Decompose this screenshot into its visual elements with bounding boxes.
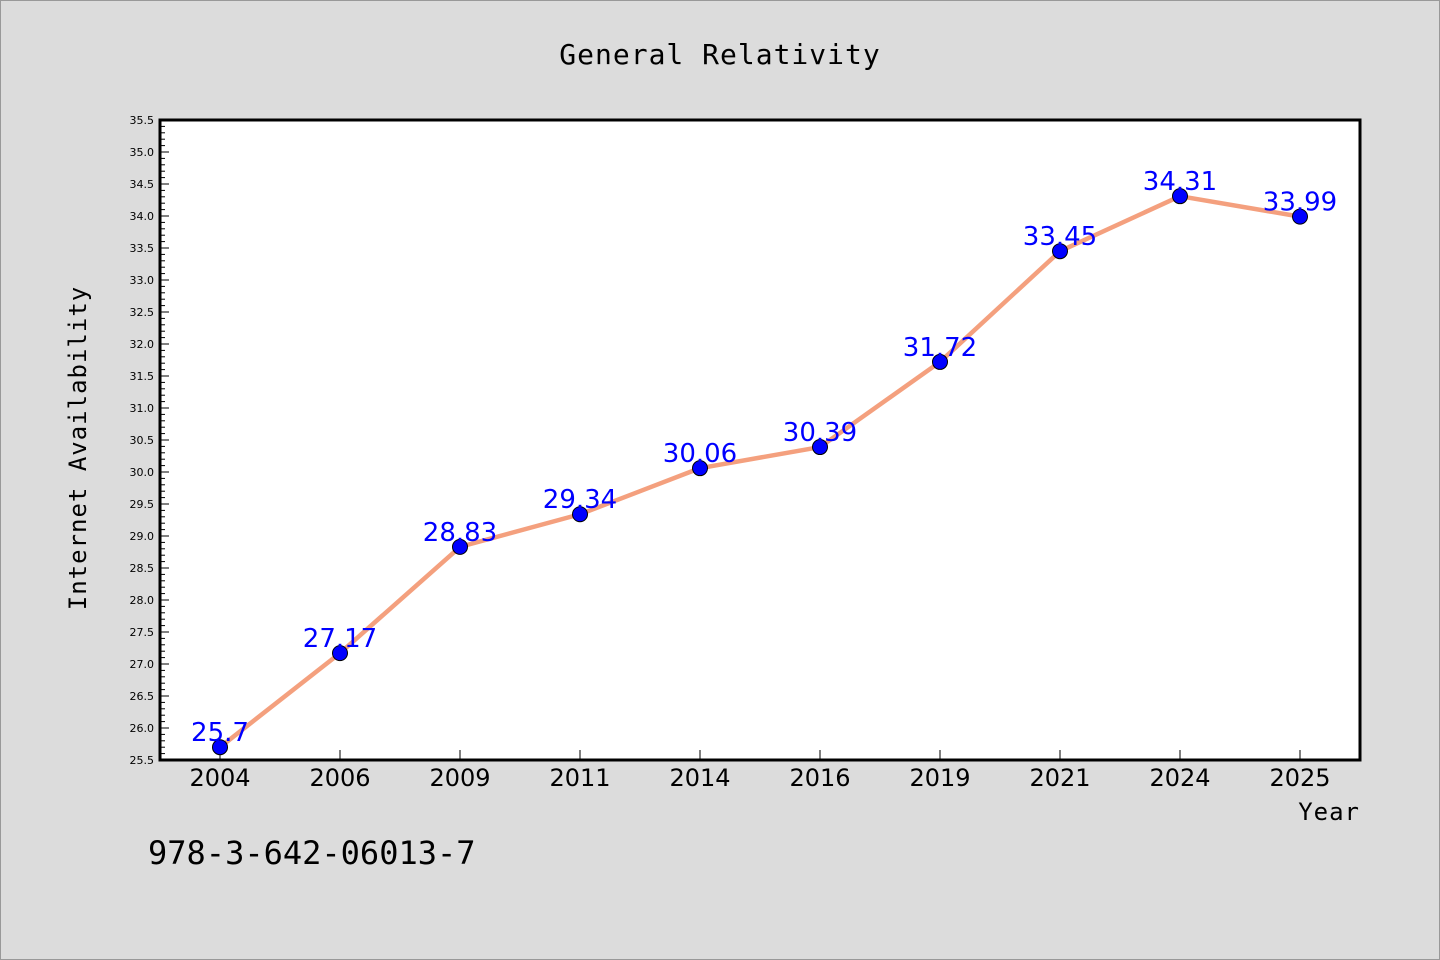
data-label: 34.31 [1143,167,1217,197]
y-tick-label: 30.0 [130,466,155,479]
y-tick-label: 28.5 [130,562,155,575]
data-label: 30.39 [783,418,857,448]
data-label: 33.45 [1023,222,1097,252]
series-line [217,193,1303,750]
y-tick-label: 26.0 [130,722,155,735]
y-tick-label: 32.0 [130,338,155,351]
x-tick-label: 2019 [909,764,970,792]
x-axis: 2004 2006 2009 2011 2014 2016 2019 2021 2024 2025 [189,750,1331,792]
isbn-annotation: 978-3-642-06013-7 [148,834,476,872]
marker-layer [212,188,1308,756]
x-tick-label: 2016 [789,764,850,792]
y-tick-label: 27.0 [130,658,155,671]
y-tick-label: 31.0 [130,402,155,415]
data-point [332,645,348,662]
data-label: 27.17 [303,624,377,654]
series-line-layer [217,193,1303,750]
data-point [1052,243,1068,260]
data-point [1292,208,1308,225]
x-tick-label: 2024 [1149,764,1210,792]
y-tick-label: 32.5 [130,306,155,319]
y-tick-label: 29.0 [130,530,155,543]
data-label: 30.06 [663,439,737,469]
data-point [572,506,588,523]
data-label-layer: 25.7 27.17 28.83 29.34 30.06 30.39 31.72 33.45 3… [191,167,1337,748]
data-label: 33.99 [1263,188,1337,218]
data-label: 28.83 [423,518,497,548]
y-tick-label: 31.5 [130,370,155,383]
y-tick-label: 35.5 [130,114,155,127]
data-point [1172,188,1188,205]
y-axis-label: Internet Availability [64,286,92,610]
y-tick-label: 28.0 [130,594,155,607]
y-tick-label: 26.5 [130,690,155,703]
y-axis: 25.5 26.0 26.5 27.0 27.5 28.0 28.5 29.0 29.5 30.0… [130,114,169,767]
data-point [452,538,468,555]
y-tick-label: 29.5 [130,498,155,511]
y-tick-label: 34.0 [130,210,155,223]
y-tick-label: 33.5 [130,242,155,255]
y-tick-label: 27.5 [130,626,155,639]
x-tick-label: 2025 [1269,764,1330,792]
y-tick-label: 25.5 [130,754,155,767]
y-tick-label: 35.0 [130,146,155,159]
plot-area [158,118,1362,762]
x-tick-label: 2011 [549,764,610,792]
y-tick-label: 33.0 [130,274,155,287]
x-tick-label: 2014 [669,764,730,792]
data-point [212,739,228,756]
data-label: 29.34 [543,485,617,515]
y-tick-label: 30.5 [130,434,155,447]
x-tick-label: 2006 [309,764,370,792]
x-tick-label: 2021 [1029,764,1090,792]
data-point [692,460,708,477]
x-tick-label: 2004 [189,764,250,792]
data-label: 31.72 [903,333,977,363]
data-point [932,353,948,370]
chart-title: General Relativity [559,38,880,71]
x-axis-label: Year [1298,798,1360,826]
data-label: 25.7 [191,718,249,748]
y-tick-label: 34.5 [130,178,155,191]
data-point [812,439,828,456]
x-tick-label: 2009 [429,764,490,792]
